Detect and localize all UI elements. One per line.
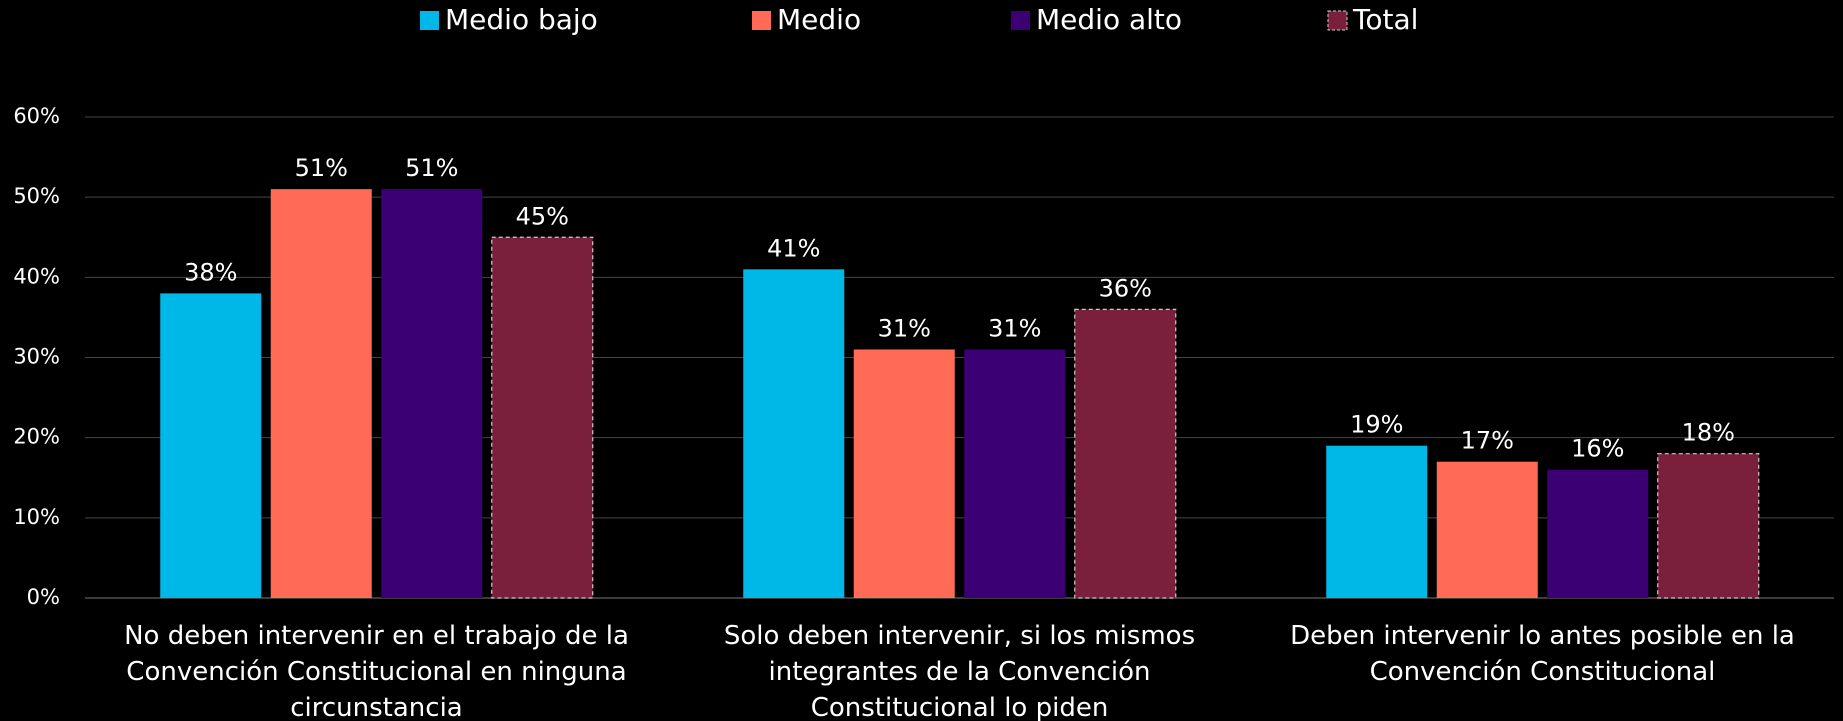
data-label: 17% — [1461, 427, 1514, 455]
data-label: 18% — [1682, 419, 1735, 447]
bar — [491, 236, 594, 599]
legend-label: Total — [1352, 3, 1418, 36]
legend-swatch — [752, 11, 771, 30]
data-label: 19% — [1350, 411, 1403, 439]
legend-swatch — [1327, 10, 1348, 31]
y-tick-label: 50% — [13, 184, 60, 208]
y-tick-label: 30% — [13, 345, 60, 369]
bar — [1547, 469, 1649, 598]
data-label: 31% — [988, 314, 1041, 342]
data-label: 36% — [1099, 274, 1152, 302]
legend-label: Medio alto — [1036, 3, 1182, 36]
x-tick-label: Deben intervenir lo antes posible en la … — [1290, 621, 1795, 687]
y-tick-label: 60% — [13, 104, 60, 128]
x-tick-label: Solo deben intervenir, si los mismos int… — [723, 621, 1196, 721]
data-label: 51% — [295, 154, 348, 182]
bar — [160, 293, 262, 598]
bar — [743, 269, 845, 598]
legend-label: Medio — [777, 3, 861, 36]
y-tick-label: 40% — [13, 264, 60, 288]
bar — [270, 189, 372, 598]
bar — [1436, 461, 1538, 598]
bar — [964, 349, 1066, 598]
data-label: 51% — [405, 154, 458, 182]
legend-label: Medio bajo — [445, 3, 598, 36]
data-label: 38% — [184, 258, 237, 286]
bar — [1326, 445, 1428, 598]
bar — [381, 189, 483, 598]
data-label: 16% — [1571, 435, 1624, 463]
y-tick-label: 20% — [13, 425, 60, 449]
bar — [1657, 453, 1760, 599]
legend-swatch — [1011, 11, 1030, 30]
legend-swatch — [420, 11, 439, 30]
y-tick-label: 0% — [27, 585, 60, 609]
x-tick-label: No deben intervenir en el trabajo de la … — [124, 621, 629, 721]
bar — [853, 349, 955, 598]
bar — [1074, 308, 1177, 599]
data-label: 45% — [516, 202, 569, 230]
y-tick-label: 10% — [13, 505, 60, 529]
data-label: 31% — [878, 314, 931, 342]
data-label: 41% — [767, 234, 820, 262]
